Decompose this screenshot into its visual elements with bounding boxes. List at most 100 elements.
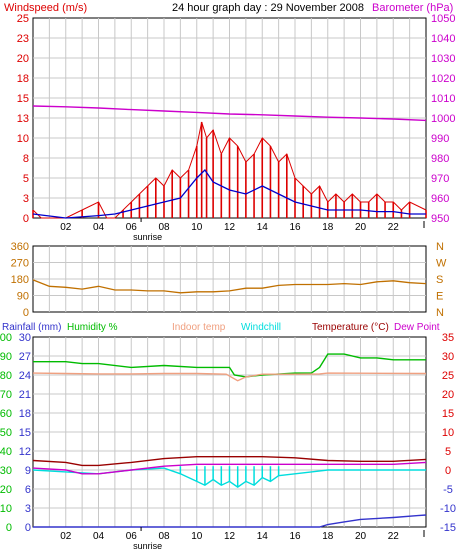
temp-panel-x-tick: 08 (158, 531, 170, 542)
wind-y-tick: 13 (17, 113, 29, 125)
barometer-y-tick: 990 (431, 133, 449, 145)
temp-panel-x-tick: 22 (388, 531, 400, 542)
barometer-y-tick: 950 (431, 213, 449, 225)
dew-point-line (32, 461, 427, 475)
barometer-y-tick: 1040 (431, 33, 455, 45)
direction-y-tick: 0 (23, 307, 29, 319)
barometer-y-tick: 980 (431, 153, 449, 165)
temperature-y-tick: -10 (440, 503, 456, 515)
chart-panels: 0358101315182023259509609709809901000101… (0, 13, 456, 551)
barometer-y-tick: 1020 (431, 73, 455, 85)
direction-compass-tick: E (436, 291, 443, 303)
wind-panel-x-tick: 04 (93, 222, 105, 233)
humidity-y-tick: 100 (0, 332, 12, 344)
humidity-y-tick: 60 (0, 408, 12, 420)
windspeed-line (32, 121, 427, 219)
temp-panel-x-tick: 10 (191, 531, 203, 542)
temperature-y-tick: 35 (442, 332, 454, 344)
wind-panel-x-tick: 10 (191, 222, 203, 233)
direction-line (32, 279, 427, 294)
temp-panel-x-tick: 16 (289, 531, 301, 542)
rain-y-tick: 9 (25, 465, 31, 477)
legend-dew-point: Dew Point (394, 322, 440, 333)
humidity-y-tick: 10 (0, 503, 12, 515)
temp-panel-x-tick: 12 (224, 531, 236, 542)
temperature-y-tick: 25 (442, 370, 454, 382)
temp-panel-x-tick: 02 (60, 531, 72, 542)
barometer-line (32, 105, 427, 122)
wind-y-tick: 8 (23, 153, 29, 165)
wind-average-line (32, 168, 426, 219)
direction-compass-tick: W (436, 258, 447, 270)
windspeed-axis-title: Windspeed (m/s) (4, 2, 87, 14)
wind-y-tick: 25 (17, 13, 29, 25)
legend-indoor-temp: Indoor temp (172, 322, 226, 333)
rainfall-line (33, 514, 427, 528)
direction-y-tick: 90 (17, 291, 29, 303)
barometer-axis-title: Barometer (hPa) (372, 2, 453, 14)
wind-panel-x-tick: 18 (322, 222, 334, 233)
barometer-y-tick: 970 (431, 173, 449, 185)
direction-y-tick: 180 (11, 274, 29, 286)
rain-y-tick: 21 (19, 389, 31, 401)
wind-y-tick: 5 (23, 173, 29, 185)
humidity-y-tick: 50 (0, 427, 12, 439)
wind-panel-x-tick: 14 (257, 222, 269, 233)
wind-panel-x-tick: 16 (289, 222, 301, 233)
humidity-y-tick: 40 (0, 446, 12, 458)
windchill-line (32, 467, 426, 488)
legend-temperature: Temperature (°C) (312, 322, 389, 333)
legend-rainfall: Rainfall (mm) (2, 322, 61, 333)
wind-panel-x-tick: 08 (158, 222, 170, 233)
temperature-y-tick: -15 (440, 522, 456, 534)
wind-y-tick: 3 (23, 193, 29, 205)
rain-y-tick: 0 (25, 522, 31, 534)
barometer-y-tick: 1050 (431, 13, 455, 25)
temperature-y-tick: -5 (443, 484, 453, 496)
rain-y-tick: 30 (19, 332, 31, 344)
temp-panel-x-tick: 14 (257, 531, 269, 542)
wind-y-tick: 23 (17, 33, 29, 45)
humidity-y-tick: 30 (0, 465, 12, 477)
chart-title: 24 hour graph day : 29 November 2008 (172, 2, 364, 14)
temperature-y-tick: 15 (442, 408, 454, 420)
temp-panel-x-tick: 06 (126, 531, 138, 542)
direction-compass-tick: S (436, 274, 443, 286)
barometer-y-tick: 1030 (431, 53, 455, 65)
barometer-y-tick: 1010 (431, 93, 455, 105)
humidity-y-tick: 20 (0, 484, 12, 496)
wind-panel-x-tick: 06 (126, 222, 138, 233)
wind-panel-x-tick: 02 (60, 222, 72, 233)
wind-y-tick: 10 (17, 133, 29, 145)
sunrise-label-top: sunrise (133, 232, 162, 242)
direction-y-tick: 360 (11, 241, 29, 253)
temp-panel-x-tick: 04 (93, 531, 105, 542)
temperature-y-tick: 10 (442, 427, 454, 439)
temp-panel-x-tick: 18 (322, 531, 334, 542)
direction-y-tick: 270 (11, 258, 29, 270)
barometer-y-tick: 960 (431, 193, 449, 205)
temperature-y-tick: 20 (442, 389, 454, 401)
wind-panel-x-tick: 22 (388, 222, 400, 233)
direction-compass-tick: N (436, 241, 444, 253)
sunrise-label-bottom: sunrise (133, 541, 162, 551)
rain-y-tick: 18 (19, 408, 31, 420)
rain-y-tick: 12 (19, 446, 31, 458)
rain-y-tick: 6 (25, 484, 31, 496)
temperature-line (32, 456, 427, 467)
temperature-y-tick: 0 (445, 465, 451, 477)
legend-humidity: Humidity % (67, 322, 118, 333)
wind-panel-x-tick: 12 (224, 222, 236, 233)
direction-compass-tick: N (436, 307, 444, 319)
indoor-temp-line (32, 372, 427, 382)
humidity-y-tick: 80 (0, 370, 12, 382)
rain-y-tick: 24 (19, 370, 31, 382)
humidity-y-tick: 70 (0, 389, 12, 401)
rain-y-tick: 15 (19, 427, 31, 439)
rain-y-tick: 3 (25, 503, 31, 515)
wind-panel-x-tick: 20 (355, 222, 367, 233)
wind-y-tick: 0 (23, 213, 29, 225)
humidity-y-tick: 0 (6, 522, 12, 534)
barometer-y-tick: 1000 (431, 113, 455, 125)
